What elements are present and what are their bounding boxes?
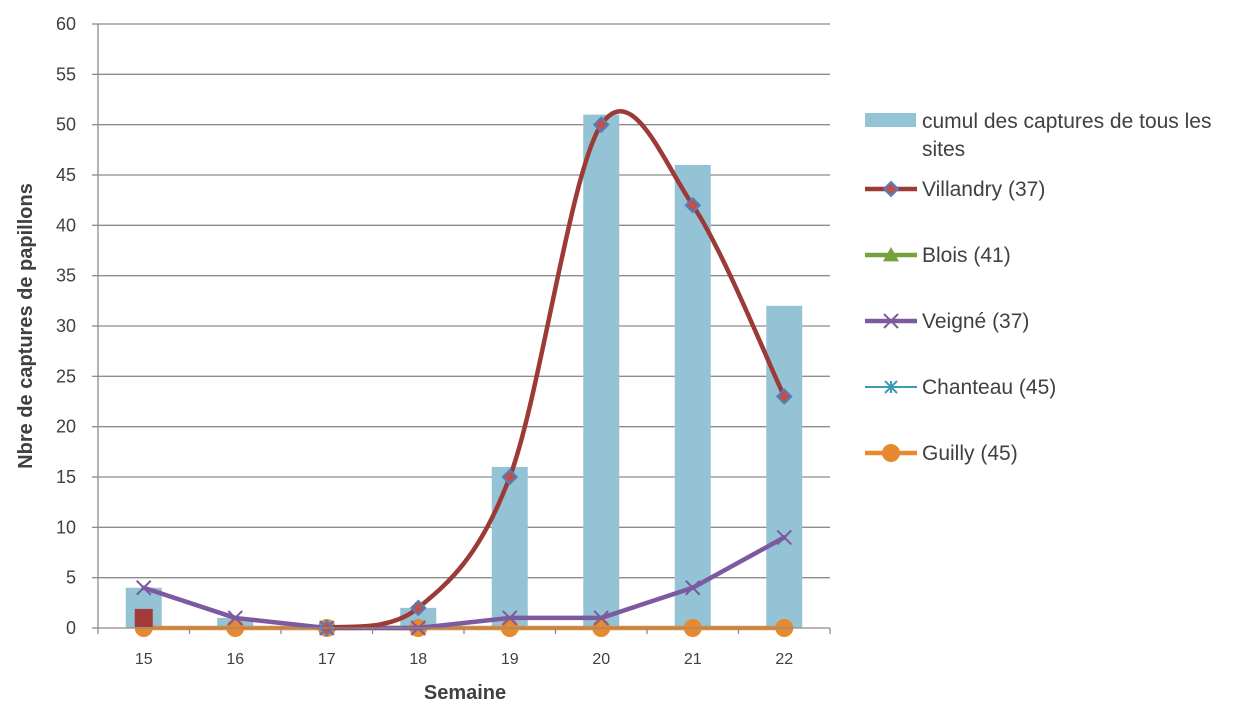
y-tick-label: 0	[66, 618, 76, 638]
y-tick-label: 55	[56, 64, 76, 84]
legend-swatch	[865, 113, 916, 127]
extra-data-point	[134, 608, 153, 627]
data-point	[592, 116, 610, 134]
data-point	[776, 529, 792, 546]
legend-label: Veigné (37)	[922, 310, 1029, 333]
legend-item: Chanteau (45)	[865, 376, 1056, 399]
axes	[97, 24, 831, 634]
y-tick-label: 5	[66, 568, 76, 588]
data-point	[501, 468, 519, 486]
y-tick-label: 50	[56, 115, 76, 135]
data-point	[684, 196, 702, 214]
x-tick-labels: 15 16 17 18 19 20 21 22	[135, 651, 793, 668]
y-tick-label: 35	[56, 266, 76, 286]
y-tick-label: 40	[56, 215, 76, 235]
y-tick-label: 10	[56, 517, 76, 537]
bar	[674, 164, 711, 628]
bar	[491, 466, 528, 628]
legend-label: Villandry (37)	[922, 178, 1045, 201]
data-point	[502, 610, 518, 626]
gridlines	[92, 23, 830, 629]
data-point	[775, 388, 793, 405]
series-veign-37	[136, 529, 792, 636]
legend-marker	[882, 180, 900, 198]
legend-label: Blois (41)	[922, 244, 1011, 267]
x-tick-label: 15	[135, 651, 153, 668]
y-axis-title: Nbre de captures de papillons	[15, 183, 37, 469]
data-point	[685, 580, 701, 596]
data-point	[409, 599, 427, 617]
legend-item: Guilly (45)	[865, 442, 1018, 465]
legend-marker	[882, 444, 900, 462]
y-tick-label: 30	[56, 316, 76, 336]
legend-label: Guilly (45)	[922, 442, 1018, 465]
bar	[766, 305, 803, 628]
legend-item: Blois (41)	[865, 244, 1011, 267]
x-tick-label: 18	[409, 651, 427, 668]
legend-marker	[883, 247, 899, 262]
y-tick-label: 45	[56, 165, 76, 185]
data-point	[593, 610, 609, 626]
legend-marker	[884, 380, 898, 394]
y-tick-label: 20	[56, 417, 76, 437]
x-tick-label: 20	[592, 651, 610, 668]
legend: cumul des captures de tous les sites Villa…	[865, 110, 1212, 465]
series-line	[324, 109, 787, 631]
legend-item: cumul des captures de tous les sites	[865, 110, 1212, 161]
x-tick-label: 17	[318, 651, 336, 668]
y-tick-label: 15	[56, 467, 76, 487]
bar	[583, 114, 620, 629]
y-tick-labels: 0 5 10 15 20 25 30 35 40 45 50 55 60	[56, 14, 76, 638]
x-tick-label: 21	[684, 651, 702, 668]
x-tick-label: 16	[226, 651, 244, 668]
legend-item: Villandry (37)	[865, 178, 1045, 201]
legend-label: cumul des captures de tous les sites	[922, 110, 1212, 161]
bar-series	[125, 114, 803, 629]
y-tick-label: 25	[56, 366, 76, 386]
data-point	[136, 580, 152, 596]
series-line	[141, 535, 787, 631]
legend-label: Chanteau (45)	[922, 376, 1056, 399]
x-axis-title: Semaine	[424, 682, 506, 704]
legend-marker	[883, 313, 899, 329]
series-villandry-37	[318, 109, 793, 637]
x-tick-label: 19	[501, 651, 519, 668]
legend-item: Veigné (37)	[865, 310, 1029, 333]
y-tick-label: 60	[56, 14, 76, 34]
data-point	[227, 610, 243, 626]
x-tick-label: 22	[775, 651, 793, 668]
